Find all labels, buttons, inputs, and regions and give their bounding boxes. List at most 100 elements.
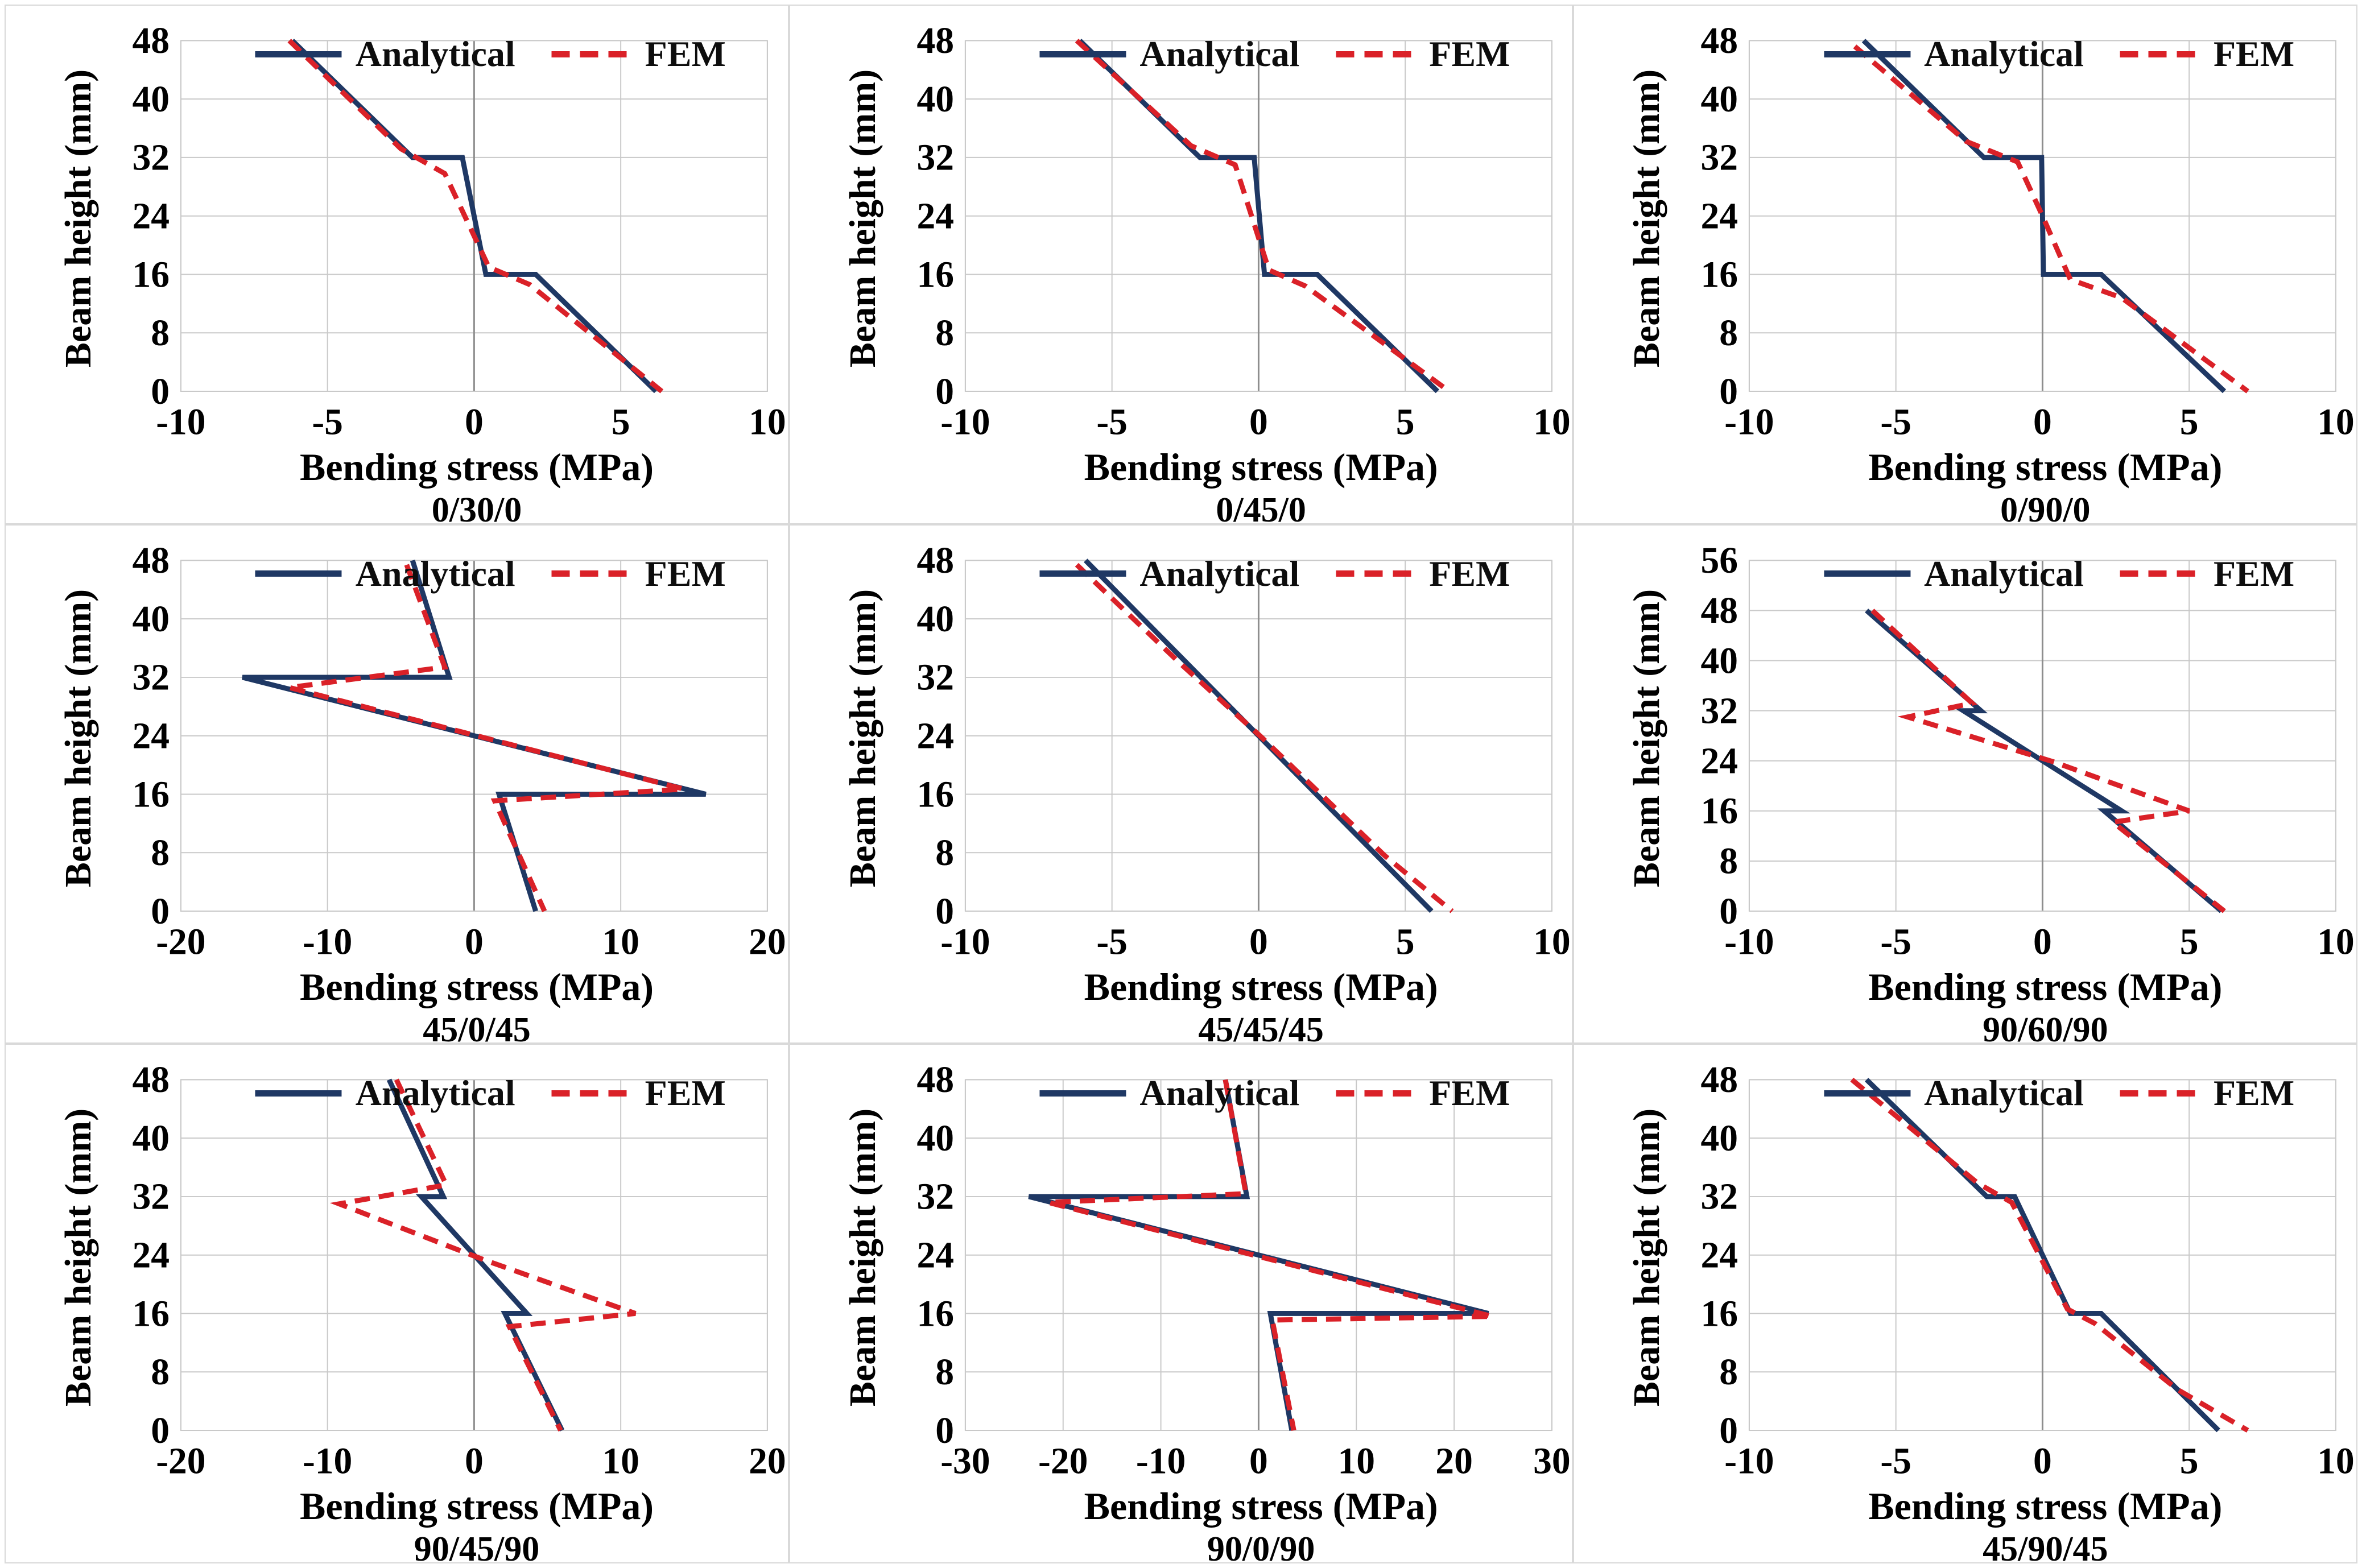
svg-text:8: 8 [1720,313,1739,354]
y-axis-title: Beam height (mm) [841,1108,883,1407]
svg-text:-10: -10 [303,921,352,962]
chart-plot-area: -10 -5 0 5 10 0 8 16 24 32 40 48 [132,20,786,442]
svg-text:0: 0 [151,891,170,932]
svg-text:48: 48 [132,540,170,581]
svg-text:24: 24 [916,1235,954,1276]
legend-label-analytical: Analytical [355,553,515,594]
legend-label-fem: FEM [2213,1073,2295,1114]
legend-label-analytical: Analytical [1924,553,2084,594]
svg-text:16: 16 [1701,1294,1739,1335]
chart-legend: Analytical FEM [255,553,726,595]
chart-legend: Analytical FEM [1824,33,2294,75]
legend-item-fem: FEM [551,553,726,595]
fem-dash-sample-icon [2120,1090,2200,1097]
svg-text:-10: -10 [940,921,990,962]
svg-text:8: 8 [935,313,954,354]
chart-legend: Analytical FEM [1039,553,1510,595]
svg-text:0: 0 [465,921,484,962]
chart-plot-area: -10 -5 0 5 10 0 8 16 24 32 40 48 56 [1701,540,2355,962]
fem-dash-sample-icon [1336,570,1416,577]
x-axis-title: Bending stress (MPa) [1868,965,2223,1008]
svg-text:56: 56 [1701,540,1739,581]
svg-text:0: 0 [465,402,484,442]
chart-subtitle: 90/60/90 [1983,1010,2108,1044]
x-axis-title: Bending stress (MPa) [1084,445,1438,489]
svg-text:48: 48 [132,20,170,61]
svg-text:10: 10 [2317,402,2355,442]
chart-subtitle: 45/90/45 [1983,1530,2108,1563]
svg-text:40: 40 [916,599,954,640]
svg-text:0: 0 [1720,1410,1739,1451]
legend-item-analytical: Analytical [1824,33,2084,75]
svg-text:24: 24 [916,715,954,756]
svg-text:32: 32 [1701,1177,1739,1218]
chart-subtitle: 90/0/90 [1207,1530,1315,1563]
svg-text:16: 16 [916,254,954,295]
svg-text:0: 0 [151,371,170,412]
svg-text:-10: -10 [940,402,990,442]
svg-text:10: 10 [602,1441,639,1482]
legend-label-fem: FEM [645,34,726,74]
legend-item-fem: FEM [551,33,726,75]
chart-subtitle: 0/90/0 [2000,491,2091,524]
svg-text:24: 24 [1701,740,1739,781]
svg-text:32: 32 [132,657,170,698]
chart-plot-area: -10 -5 0 5 10 0 8 16 24 32 40 48 [916,540,1570,962]
svg-text:24: 24 [132,1235,170,1276]
svg-text:0: 0 [2033,402,2052,442]
svg-text:-20: -20 [156,1441,205,1482]
svg-text:16: 16 [1701,791,1739,831]
chart-legend: Analytical FEM [255,33,726,75]
svg-text:16: 16 [132,774,170,815]
svg-text:0: 0 [465,1441,484,1482]
svg-text:8: 8 [935,1352,954,1393]
svg-text:32: 32 [132,1177,170,1218]
svg-text:-10: -10 [1725,1441,1774,1482]
analytical-line-sample-icon [1039,570,1126,577]
chart-plot-area: -30 -20 -10 0 10 20 30 0 8 16 24 32 40 48 [916,1060,1570,1482]
svg-text:-20: -20 [156,921,205,962]
legend-label-analytical: Analytical [1139,34,1300,74]
svg-text:0: 0 [935,371,954,412]
svg-text:5: 5 [2180,1441,2199,1482]
svg-text:0: 0 [1720,891,1739,932]
svg-text:0: 0 [2033,1441,2052,1482]
legend-label-fem: FEM [1429,1073,1510,1114]
svg-text:48: 48 [1701,1060,1739,1101]
svg-text:0: 0 [1249,921,1268,962]
svg-text:32: 32 [916,138,954,179]
chart-subtitle: 0/30/0 [431,491,522,524]
svg-text:16: 16 [1701,254,1739,295]
svg-text:-10: -10 [303,1441,352,1482]
y-axis-title: Beam height (mm) [1626,589,1668,887]
svg-text:40: 40 [1701,1118,1739,1159]
svg-text:10: 10 [1533,402,1571,442]
svg-text:20: 20 [1435,1441,1473,1482]
svg-text:-5: -5 [1881,1441,1912,1482]
chart-legend: Analytical FEM [1824,553,2294,595]
analytical-line-sample-icon [255,570,342,577]
legend-label-analytical: Analytical [1139,553,1300,594]
svg-text:48: 48 [1701,20,1739,61]
analytical-line-sample-icon [1824,570,1911,577]
legend-label-fem: FEM [2213,34,2295,74]
analytical-line-sample-icon [255,1090,342,1097]
svg-text:-5: -5 [1096,402,1128,442]
chart-plot-area: -10 -5 0 5 10 0 8 16 24 32 40 48 [1701,20,2355,442]
chart-legend: Analytical FEM [255,1072,726,1114]
svg-text:0: 0 [935,1410,954,1451]
svg-text:48: 48 [916,540,954,581]
analytical-line-sample-icon [255,51,342,57]
legend-item-fem: FEM [2120,33,2294,75]
svg-text:40: 40 [1701,640,1739,681]
chart-legend: Analytical FEM [1039,1072,1510,1114]
svg-text:24: 24 [132,715,170,756]
svg-text:8: 8 [935,833,954,874]
svg-text:8: 8 [151,1352,170,1393]
chart-panel-45-45-45: Analytical FEM Beam height (mm) -10 -5 0 5 1… [788,524,1574,1044]
fem-dash-sample-icon [551,51,631,57]
chart-panel-90-45-90: Analytical FEM Beam height (mm) -20 -10 0 1… [5,1044,789,1563]
svg-text:5: 5 [612,402,630,442]
legend-label-analytical: Analytical [1924,34,2084,74]
